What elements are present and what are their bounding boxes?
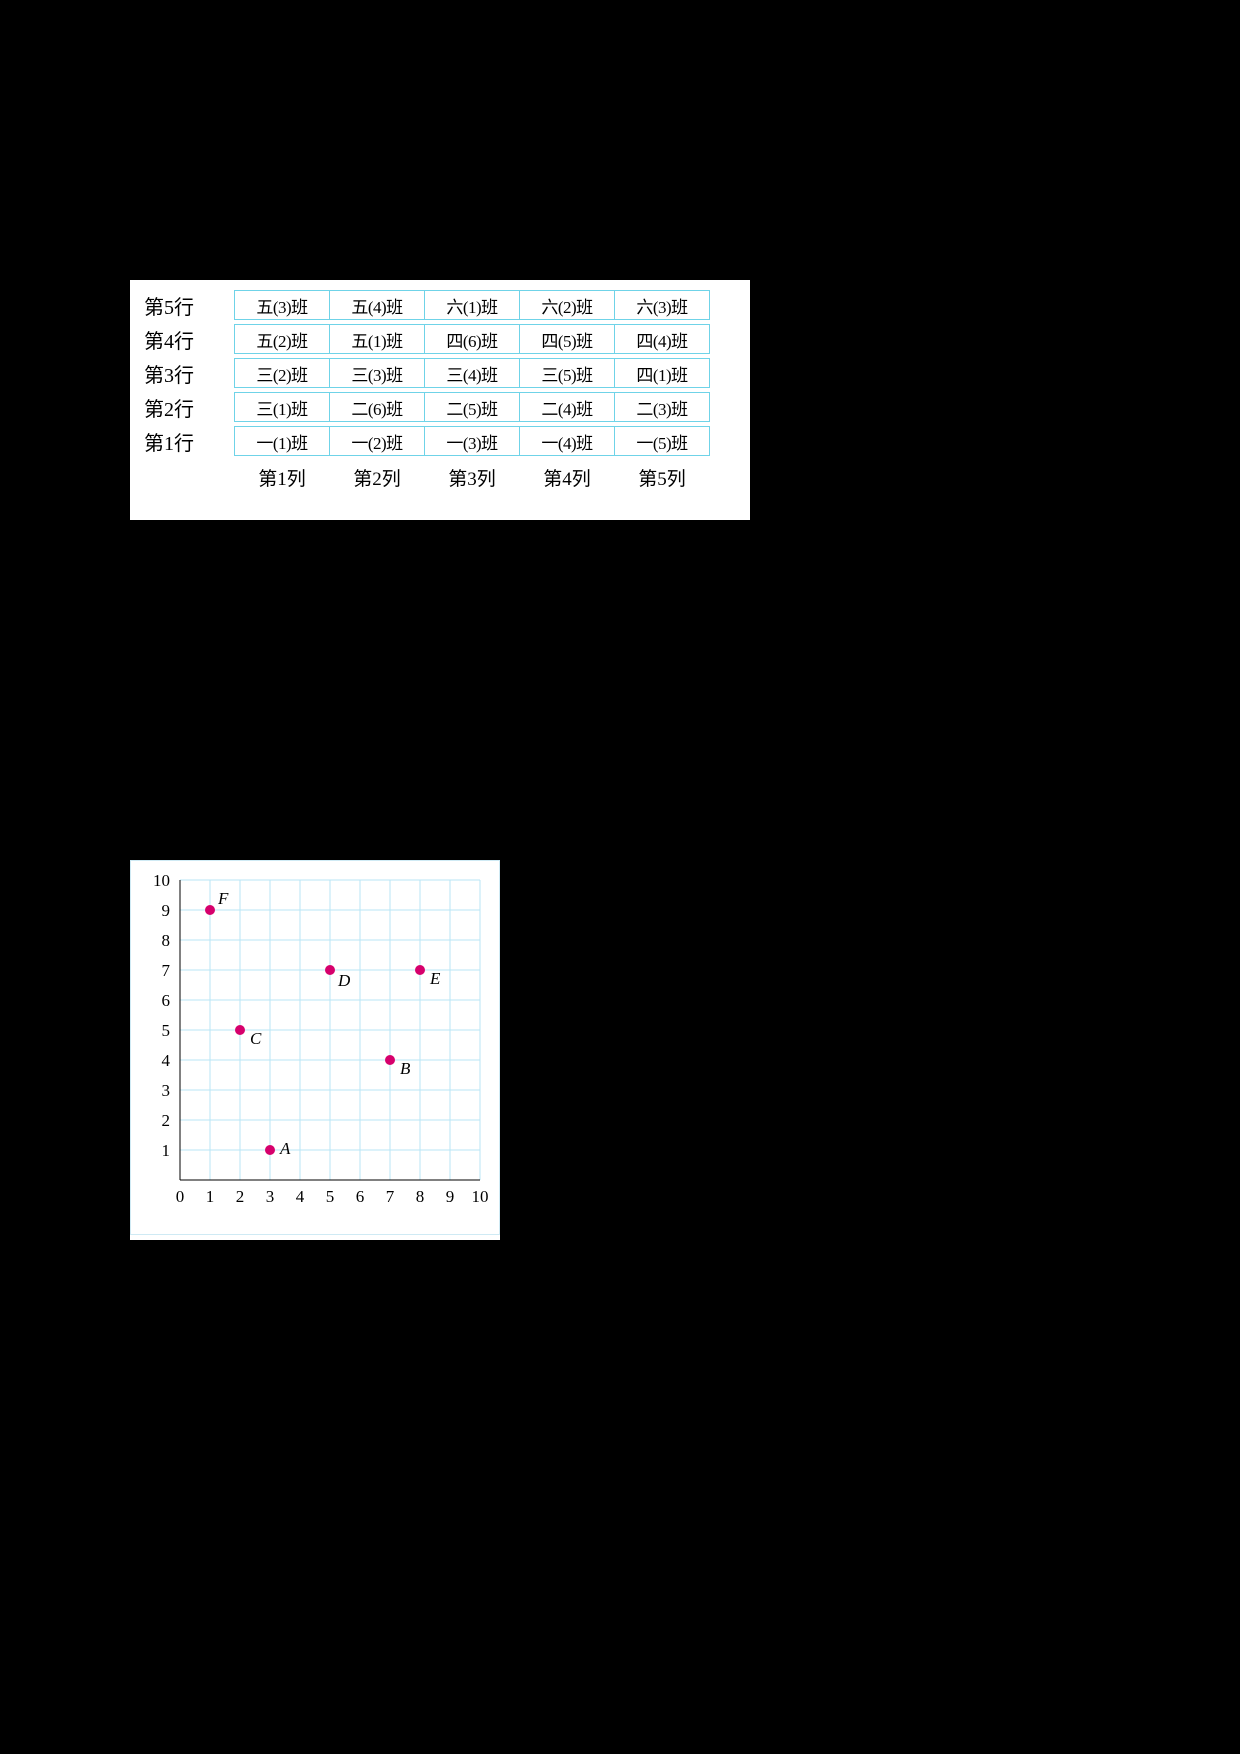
grid-cell: 六(3)班 [614, 290, 710, 320]
svg-text:4: 4 [296, 1187, 305, 1206]
svg-text:8: 8 [416, 1187, 425, 1206]
column-label: 第1列 [234, 464, 330, 491]
svg-text:5: 5 [326, 1187, 335, 1206]
svg-text:1: 1 [162, 1141, 171, 1160]
row-label: 第5行 [144, 291, 234, 320]
svg-text:3: 3 [162, 1081, 171, 1100]
grid-row: 第5行五(3)班五(4)班六(1)班六(2)班六(3)班 [144, 288, 736, 322]
grid-cell: 二(3)班 [614, 392, 710, 422]
row-label: 第3行 [144, 359, 234, 388]
grid-cell: 一(2)班 [329, 426, 425, 456]
column-label: 第5列 [614, 464, 710, 491]
grid-row: 第4行五(2)班五(1)班四(6)班四(5)班四(4)班 [144, 322, 736, 356]
grid-cell: 四(4)班 [614, 324, 710, 354]
svg-text:2: 2 [236, 1187, 245, 1206]
grid-cell: 五(2)班 [234, 324, 330, 354]
scatter-chart: 0 1 2 3 4 5 6 7 8 9 10 1 2 3 4 5 6 7 8 9 10 A B C D E F [130, 860, 500, 1235]
grid-cell: 三(1)班 [234, 392, 330, 422]
svg-text:7: 7 [162, 961, 171, 980]
grid-cell: 三(2)班 [234, 358, 330, 388]
classroom-grid: 第5行五(3)班五(4)班六(1)班六(2)班六(3)班第4行五(2)班五(1)… [144, 288, 736, 458]
scatter-chart-panel: 0 1 2 3 4 5 6 7 8 9 10 1 2 3 4 5 6 7 8 9 10 A B C D E F [130, 860, 500, 1240]
svg-text:C: C [250, 1029, 262, 1048]
grid-cell: 二(6)班 [329, 392, 425, 422]
svg-text:1: 1 [206, 1187, 215, 1206]
grid-cell: 三(4)班 [424, 358, 520, 388]
grid-cell: 一(4)班 [519, 426, 615, 456]
grid-cell: 五(4)班 [329, 290, 425, 320]
svg-text:7: 7 [386, 1187, 395, 1206]
grid-cell: 五(1)班 [329, 324, 425, 354]
grid-cell: 二(5)班 [424, 392, 520, 422]
svg-text:D: D [337, 971, 351, 990]
svg-text:2: 2 [162, 1111, 171, 1130]
svg-text:6: 6 [356, 1187, 365, 1206]
svg-text:A: A [279, 1139, 291, 1158]
grid-cell: 六(2)班 [519, 290, 615, 320]
grid-cell: 一(1)班 [234, 426, 330, 456]
grid-cell: 五(3)班 [234, 290, 330, 320]
grid-cell: 三(5)班 [519, 358, 615, 388]
svg-text:6: 6 [162, 991, 171, 1010]
svg-text:E: E [429, 969, 441, 988]
svg-text:9: 9 [446, 1187, 455, 1206]
svg-text:F: F [217, 889, 229, 908]
grid-row: 第1行一(1)班一(2)班一(3)班一(4)班一(5)班 [144, 424, 736, 458]
svg-text:5: 5 [162, 1021, 171, 1040]
svg-text:10: 10 [153, 871, 170, 890]
svg-text:3: 3 [266, 1187, 275, 1206]
grid-cell: 一(3)班 [424, 426, 520, 456]
row-label: 第1行 [144, 427, 234, 456]
grid-cell: 四(6)班 [424, 324, 520, 354]
grid-cell: 六(1)班 [424, 290, 520, 320]
svg-text:9: 9 [162, 901, 171, 920]
row-label: 第4行 [144, 325, 234, 354]
column-label: 第4列 [519, 464, 615, 491]
svg-text:B: B [400, 1059, 411, 1078]
grid-row: 第3行三(2)班三(3)班三(4)班三(5)班四(1)班 [144, 356, 736, 390]
column-labels-row: 第1列第2列第3列第4列第5列 [234, 464, 736, 491]
grid-cell: 四(1)班 [614, 358, 710, 388]
svg-text:8: 8 [162, 931, 171, 950]
classroom-grid-panel: 第5行五(3)班五(4)班六(1)班六(2)班六(3)班第4行五(2)班五(1)… [130, 280, 750, 520]
grid-cell: 一(5)班 [614, 426, 710, 456]
svg-text:10: 10 [472, 1187, 489, 1206]
grid-row: 第2行三(1)班二(6)班二(5)班二(4)班二(3)班 [144, 390, 736, 424]
grid-cell: 二(4)班 [519, 392, 615, 422]
row-label: 第2行 [144, 393, 234, 422]
column-label: 第3列 [424, 464, 520, 491]
grid-cell: 四(5)班 [519, 324, 615, 354]
grid-cell: 三(3)班 [329, 358, 425, 388]
svg-text:4: 4 [162, 1051, 171, 1070]
column-label: 第2列 [329, 464, 425, 491]
svg-text:0: 0 [176, 1187, 185, 1206]
